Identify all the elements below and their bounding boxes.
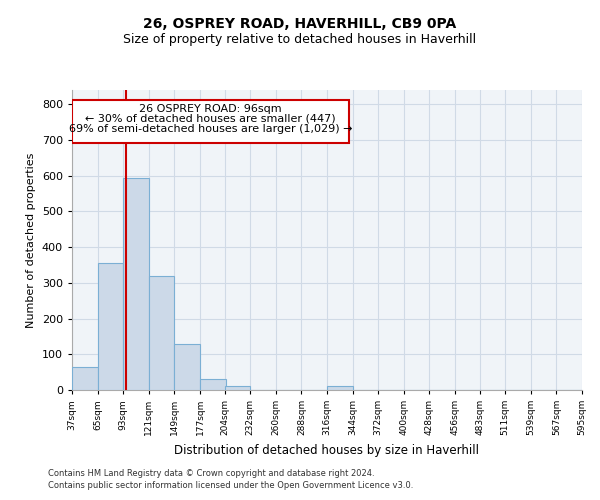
Text: 26, OSPREY ROAD, HAVERHILL, CB9 0PA: 26, OSPREY ROAD, HAVERHILL, CB9 0PA bbox=[143, 18, 457, 32]
Y-axis label: Number of detached properties: Number of detached properties bbox=[26, 152, 36, 328]
Text: ← 30% of detached houses are smaller (447): ← 30% of detached houses are smaller (44… bbox=[85, 114, 336, 124]
Bar bbox=[123, 178, 149, 390]
Bar bbox=[200, 380, 226, 390]
Bar bbox=[175, 344, 200, 390]
Bar bbox=[72, 367, 98, 390]
Text: Contains HM Land Registry data © Crown copyright and database right 2024.: Contains HM Land Registry data © Crown c… bbox=[48, 468, 374, 477]
Bar bbox=[98, 263, 123, 390]
Text: Contains public sector information licensed under the Open Government Licence v3: Contains public sector information licen… bbox=[48, 481, 413, 490]
Text: 26 OSPREY ROAD: 96sqm: 26 OSPREY ROAD: 96sqm bbox=[139, 104, 282, 115]
Bar bbox=[327, 386, 353, 390]
X-axis label: Distribution of detached houses by size in Haverhill: Distribution of detached houses by size … bbox=[175, 444, 479, 456]
Bar bbox=[224, 386, 250, 390]
Text: Size of property relative to detached houses in Haverhill: Size of property relative to detached ho… bbox=[124, 32, 476, 46]
FancyBboxPatch shape bbox=[72, 100, 349, 143]
Bar bbox=[149, 276, 175, 390]
Text: 69% of semi-detached houses are larger (1,029) →: 69% of semi-detached houses are larger (… bbox=[69, 124, 352, 134]
